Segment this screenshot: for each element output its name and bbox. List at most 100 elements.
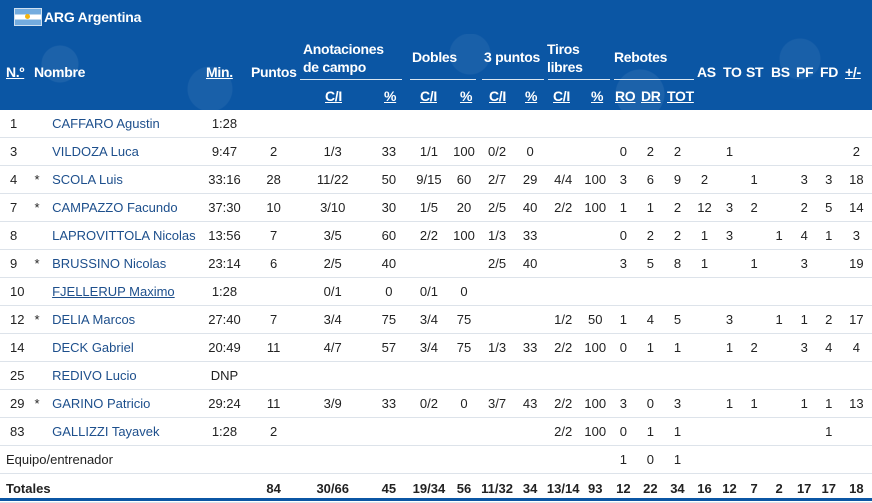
cell-ft-pct [581,221,610,250]
cell-three-ci: 2/7 [479,165,516,194]
cell-to [717,277,742,306]
cell-ft-ci [545,277,582,306]
col-name[interactable]: Nombre [34,64,86,80]
cell-fg-pct: 0 [368,277,409,306]
cell-starter: * [26,193,49,222]
cell-bs [766,110,792,138]
cell-pts [250,110,297,138]
col-def-reb[interactable]: DR [641,88,661,104]
cell-fg-ci: 3/9 [296,389,369,418]
player-name-link[interactable]: GALLIZZI Tayavek [48,417,199,446]
col-3pt-made-att[interactable]: C/I [489,88,506,104]
cell-ro: 3 [609,249,638,278]
player-name-link[interactable]: DECK Gabriel [48,333,199,362]
team-dr: 0 [637,445,664,474]
cell-num: 14 [0,333,27,362]
col-fg-made-att[interactable]: C/I [325,88,342,104]
team-header: ARG Argentina [0,0,872,34]
player-name-link[interactable]: FJELLERUP Maximo [48,277,199,306]
cell-three-ci [479,305,516,334]
cell-ro: 0 [609,137,638,166]
cell-ro: 3 [609,165,638,194]
cell-tot: 1 [663,333,692,362]
cell-num: 29 [0,389,27,418]
cell-ft-ci: 2/2 [545,389,582,418]
cell-as [691,305,718,334]
player-row: 83 GALLIZZI Tayavek 1:28 2 2/2 100 0 1 1 1 [0,417,872,446]
cell-min: 29:24 [198,389,251,418]
cell-three-pct [515,305,546,334]
player-name-link[interactable]: BRUSSINO Nicolas [48,249,199,278]
cell-bs [766,137,792,166]
cell-dr: 0 [637,389,664,418]
cell-st [741,137,767,166]
col-fouls-drawn[interactable]: FD [820,64,839,80]
cell-tot: 2 [663,221,692,250]
player-name-link[interactable]: CAFFARO Agustin [48,110,199,138]
cell-fg-pct: 60 [368,221,409,250]
cell-fd [816,110,841,138]
col-3pt-pct[interactable]: % [525,88,538,104]
cell-tot: 2 [663,137,692,166]
cell-as [691,361,718,390]
player-name-link[interactable]: CAMPAZZO Facundo [48,193,199,222]
col-off-reb[interactable]: RO [615,88,636,104]
cell-bs [766,193,792,222]
cell-as [691,137,718,166]
cell-num: 10 [0,277,27,306]
col-steals[interactable]: ST [746,64,764,80]
cell-fg-ci: 3/5 [296,221,369,250]
cell-two-pct: 0 [448,389,480,418]
cell-plus-minus [840,361,872,390]
col-2pt-made-att[interactable]: C/I [420,88,437,104]
table-bottom-border [0,498,872,501]
cell-starter [26,361,49,390]
cell-to [717,249,742,278]
cell-ft-pct [581,361,610,390]
cell-fg-ci: 3/4 [296,305,369,334]
cell-starter [26,110,49,138]
col-blocks[interactable]: BS [771,64,790,80]
col-total-reb[interactable]: TOT [667,88,694,104]
cell-fg-ci: 2/5 [296,249,369,278]
cell-plus-minus: 2 [840,137,872,166]
player-name-link[interactable]: LAPROVITTOLA Nicolas [48,221,199,250]
col-ft-pct[interactable]: % [591,88,604,104]
stats-header: N.º Nombre Min. Puntos Anotaciones de ca… [0,34,872,110]
player-name-link[interactable]: DELIA Marcos [48,305,199,334]
cell-min: 9:47 [198,137,251,166]
col-2pt-pct[interactable]: % [460,88,473,104]
player-row: 4 * SCOLA Luis 33:16 28 11/22 50 9/15 60 2/7 29 4/4… [0,165,872,194]
player-name-link[interactable]: SCOLA Luis [48,165,199,194]
cell-pts: 2 [250,137,297,166]
cell-plus-minus: 3 [840,221,872,250]
player-name-link[interactable]: GARINO Patricio [48,389,199,418]
col-turnovers[interactable]: TO [723,64,742,80]
cell-to: 1 [717,389,742,418]
cell-as [691,333,718,362]
col-plus-minus[interactable]: +/- [845,64,861,80]
col-number[interactable]: N.º [6,64,25,80]
col-minutes[interactable]: Min. [206,64,233,80]
cell-two-pct: 100 [448,221,480,250]
cell-three-ci [479,417,516,446]
cell-pf [791,361,817,390]
player-name-link[interactable]: REDIVO Lucio [48,361,199,390]
cell-pts: 7 [250,305,297,334]
player-name-link[interactable]: VILDOZA Luca [48,137,199,166]
col-ft-made-att[interactable]: C/I [553,88,570,104]
cell-bs [766,361,792,390]
cell-dr: 4 [637,305,664,334]
cell-ft-pct: 100 [581,389,610,418]
col-assists[interactable]: AS [697,64,716,80]
col-fouls[interactable]: PF [796,64,814,80]
cell-two-ci: 2/2 [408,221,449,250]
cell-fg-ci: 3/10 [296,193,369,222]
col-fg-pct[interactable]: % [384,88,397,104]
col-points[interactable]: Puntos [251,64,297,80]
cell-bs [766,165,792,194]
player-row: 29 * GARINO Patricio 29:24 11 3/9 33 0/2 0 3/7 43 2… [0,389,872,418]
cell-num: 83 [0,417,27,446]
cell-two-pct [448,249,480,278]
